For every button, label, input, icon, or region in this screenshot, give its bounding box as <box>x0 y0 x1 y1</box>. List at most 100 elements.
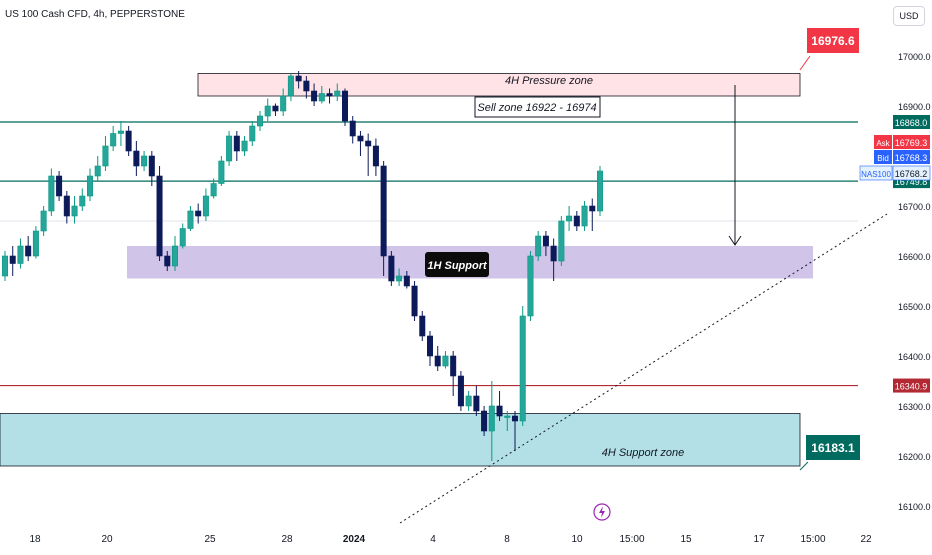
candle-body <box>94 165 101 177</box>
pressure-zone-label: 4H Pressure zone <box>505 75 593 87</box>
candle-body <box>56 175 63 197</box>
candle-body <box>411 285 418 317</box>
candle-body <box>519 315 526 422</box>
overlays: Sell zone 16922 - 16974 16976.6 16183.1 <box>399 28 888 524</box>
trend-line <box>399 213 888 524</box>
candle-body <box>171 245 179 267</box>
candle-body <box>311 90 318 102</box>
quote-tag-name-box <box>874 150 892 164</box>
time-tick-label: 25 <box>204 534 216 545</box>
candle-body <box>79 195 86 207</box>
target-leader-line <box>799 461 809 471</box>
candle-body <box>63 195 70 217</box>
candle-body <box>17 245 24 264</box>
target-label-box <box>806 435 860 460</box>
candle-body <box>264 105 271 117</box>
candle-body <box>488 405 495 432</box>
price-tick-label: 16700.0 <box>898 202 931 212</box>
target-leader-line <box>799 55 811 71</box>
time-tick-label: 28 <box>281 534 293 545</box>
quote-tag-name: Bid <box>877 154 889 163</box>
price-tick-label: 16600.0 <box>898 252 931 262</box>
candle-body <box>396 275 403 282</box>
candle-body <box>388 255 395 282</box>
candle-body <box>241 140 248 152</box>
candles <box>1 71 604 461</box>
candle-body <box>434 355 441 367</box>
time-tick-label: 15:00 <box>619 534 644 545</box>
candle-body <box>148 155 155 177</box>
candle-body <box>566 215 573 222</box>
candle-body <box>280 95 287 112</box>
price-axis: 17000.016900.016800.016700.016600.016500… <box>859 52 931 512</box>
candle-body <box>226 135 233 162</box>
candle-body <box>256 115 264 127</box>
candle-body <box>496 405 503 417</box>
time-tick-label: 2024 <box>343 534 366 545</box>
candle-body <box>527 255 534 317</box>
candle-body <box>218 160 225 184</box>
target-label: 16976.6 <box>811 34 855 48</box>
last-price: 16768.2 <box>895 169 928 179</box>
candle-body <box>589 205 596 212</box>
candle-body <box>202 195 209 217</box>
quote-tag-value: 16768.3 <box>895 153 928 163</box>
quote-tag-value-box <box>893 135 930 149</box>
time-axis: 18 20 25 28 2024 4 8 10 15:00 15 17 15:00 22 <box>29 534 872 545</box>
candle-body <box>249 125 256 142</box>
time-tick-label: 8 <box>504 534 510 545</box>
pressure-zone <box>197 73 801 97</box>
support-1h-zone-label: 1H Support <box>427 260 488 272</box>
price-level-tag <box>893 378 930 393</box>
price-level-tag-label: 16340.9 <box>895 382 928 392</box>
candle-body <box>110 133 117 147</box>
candle-body <box>295 75 302 82</box>
price-level-tag-label: 16749.8 <box>895 177 928 187</box>
candle-body <box>164 255 171 267</box>
candle-body <box>558 220 565 262</box>
time-tick-label: 18 <box>29 534 41 545</box>
candle-body <box>535 235 542 257</box>
candle-body <box>71 205 78 217</box>
quote-tag-name-box <box>874 135 892 149</box>
last-price-box <box>892 165 931 181</box>
time-tick-label: 4 <box>430 534 436 545</box>
sell-zone-label: Sell zone 16922 - 16974 <box>477 102 596 114</box>
candle-body <box>349 120 356 137</box>
candle-body <box>25 245 32 257</box>
candle-body <box>581 205 588 227</box>
symbol-title: US 100 Cash CFD, 4h, PEPPERSTONE <box>5 9 185 20</box>
candle-body <box>481 410 488 432</box>
candle-body <box>48 175 55 212</box>
candle-body <box>511 415 519 422</box>
time-tick-label: 10 <box>571 534 583 545</box>
candle-body <box>133 150 140 167</box>
candle-body <box>573 215 580 227</box>
quote-tag-name: Ask <box>876 139 890 148</box>
candle-body <box>403 275 410 287</box>
quote-tag-value: 16769.3 <box>895 138 928 148</box>
sell-zone-box <box>474 96 601 118</box>
candle-body <box>504 415 511 418</box>
candle-body <box>372 145 379 167</box>
candle-body <box>318 93 325 102</box>
currency-button[interactable]: USD <box>893 6 925 26</box>
candle-body <box>125 130 132 152</box>
flash-icon[interactable] <box>593 503 611 521</box>
support-4h-zone-label: 4H Support zone <box>602 447 685 459</box>
candle-body <box>380 165 387 257</box>
price-tick-label: 16200.0 <box>898 452 931 462</box>
target-label: 16183.1 <box>811 441 855 455</box>
time-tick-label: 15 <box>680 534 692 545</box>
candle-body <box>102 145 109 167</box>
candle-body <box>442 355 449 367</box>
target-label-box <box>807 28 859 53</box>
price-tick-label: 16400.0 <box>898 352 931 362</box>
time-tick-label: 22 <box>860 534 872 545</box>
candle-body <box>450 355 457 377</box>
candle-body <box>233 135 240 152</box>
candle-body <box>179 228 186 247</box>
price-tick-label: 17000.0 <box>898 52 931 62</box>
